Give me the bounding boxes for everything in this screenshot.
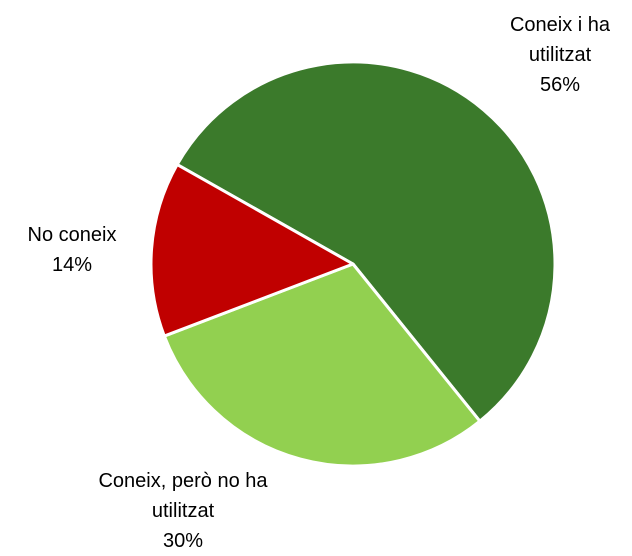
value-label: 14% [51, 254, 93, 276]
slice-label: Coneix i ha utilitzat 56% [495, 10, 625, 100]
pie-slice [149, 163, 355, 338]
value-label: 56% [539, 74, 581, 96]
slice-label: No coneix 14% [7, 220, 137, 280]
category-label: No coneix [27, 224, 117, 246]
pie-slice [175, 60, 557, 423]
value-label: 30% [162, 530, 204, 552]
category-label: Coneix i ha utilitzat [509, 14, 611, 66]
category-label: Coneix, però no ha utilitzat [98, 470, 268, 522]
pie-slice [162, 262, 482, 468]
slice-label: Coneix, però no ha utilitzat 30% [83, 466, 283, 556]
